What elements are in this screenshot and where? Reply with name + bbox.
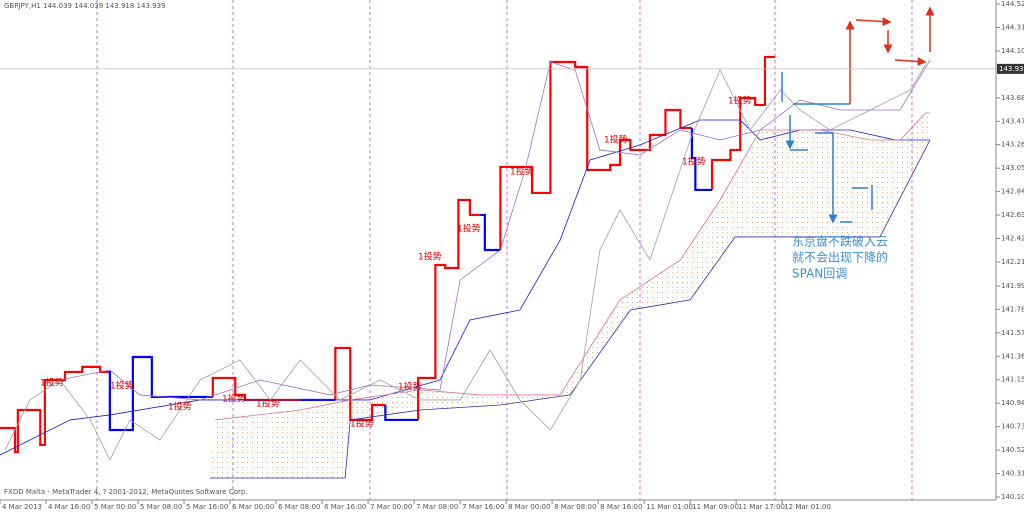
y-tick-label: 141.995 [1001, 282, 1024, 290]
y-tick-label: 144.520 [1001, 0, 1024, 8]
signal: 1投势 [350, 418, 374, 430]
y-tick-label: 144.100 [1001, 47, 1024, 55]
y-tick-label: 142.840 [1001, 188, 1024, 196]
footer: FXDD Malta - MetaTrader 4, ? 2001-2012, … [4, 488, 248, 496]
signal: 1投势 [256, 398, 280, 410]
y-tick-label: 143.470 [1001, 117, 1024, 125]
chart-title: GBPJPY,H1 144.039 144.039 143.918 143.93… [4, 2, 166, 10]
annotation: 东京盘不跌破入云 [792, 234, 888, 249]
x-tick-label: 11 Mar 01:00 [646, 503, 693, 511]
y-tick-label: 141.365 [1001, 352, 1024, 360]
x-tick-label: 12 Mar 01:00 [784, 503, 831, 511]
signal: 1投势 [40, 377, 64, 389]
y-tick-label: 140.315 [1001, 470, 1024, 478]
last-price-box [997, 63, 1024, 74]
signal: 1投势 [398, 381, 422, 393]
x-tick-label: 5 Mar 00:00 [94, 503, 136, 511]
y-tick-label: 140.525 [1001, 446, 1024, 454]
y-tick-label: 140.735 [1001, 423, 1024, 431]
cloud [209, 112, 931, 479]
hand-annotations [781, 6, 935, 224]
x-tick-label: 7 Mar 08:00 [416, 503, 458, 511]
last-price-label: 143.939 [999, 65, 1024, 73]
signal: 1投势 [510, 166, 534, 178]
y-tick-label: 143.050 [1001, 164, 1024, 172]
y-tick-label: 144.310 [1001, 23, 1024, 31]
series-line [59, 59, 931, 401]
y-tick-label: 143.260 [1001, 141, 1024, 149]
x-tick-label: 7 Mar 00:00 [370, 503, 412, 511]
signal: 1投势 [682, 156, 706, 168]
annotation: 就不会出现下降的 [792, 250, 888, 265]
x-tick-label: 5 Mar 08:00 [140, 503, 182, 511]
signal: 1投势 [604, 134, 628, 146]
signal: 1投势 [110, 380, 134, 392]
y-tick-label: 142.630 [1001, 211, 1024, 219]
x-tick-label: 8 Mar 00:00 [508, 503, 550, 511]
y-tick-label: 142.210 [1001, 258, 1024, 266]
x-tick-label: 4 Mar 16:00 [48, 503, 90, 511]
x-tick-label: 6 Mar 16:00 [324, 503, 366, 511]
y-tick-label: 141.785 [1001, 305, 1024, 313]
series-line [4, 64, 926, 461]
y-tick-label: 141.575 [1001, 329, 1024, 337]
signal: 1投势 [222, 393, 246, 405]
plot [0, 55, 931, 479]
y-tick-label: 140.945 [1001, 399, 1024, 407]
x-tick-label: 7 Mar 16:00 [462, 503, 504, 511]
y-tick-label: 143.680 [1001, 94, 1024, 102]
x-tick-label: 5 Mar 16:00 [186, 503, 228, 511]
series-line [215, 112, 931, 421]
x-tick-label: 11 Mar 09:00 [692, 503, 739, 511]
signal: 1投势 [457, 223, 481, 235]
series-line [209, 139, 931, 479]
x-tick-label: 6 Mar 08:00 [278, 503, 320, 511]
x-tick-label: 8 Mar 08:00 [554, 503, 596, 511]
x-tick-label: 8 Mar 16:00 [600, 503, 642, 511]
signal: 1投势 [168, 401, 192, 413]
y-tick-label: 141.155 [1001, 376, 1024, 384]
x-tick-label: 11 Mar 17:00 [738, 503, 785, 511]
y-tick-label: 142.420 [1001, 234, 1024, 242]
y-tick-label: 140.105 [1001, 493, 1024, 501]
x-tick-label: 6 Mar 00:00 [232, 503, 274, 511]
signal: 1投势 [418, 251, 442, 263]
signal: 1投势 [728, 95, 752, 107]
x-tick-label: 4 Mar 2013 [2, 503, 42, 511]
annotation: SPAN回调 [792, 267, 847, 281]
